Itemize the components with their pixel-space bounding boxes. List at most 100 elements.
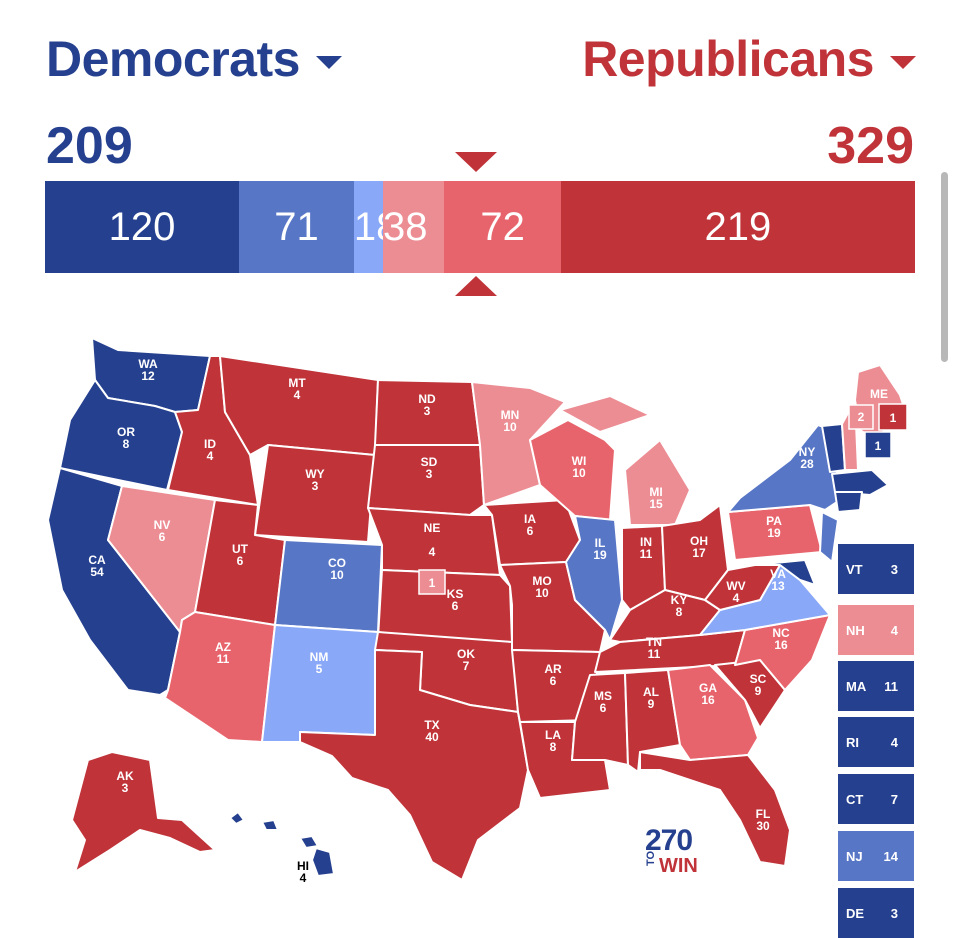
scrollbar[interactable] [941,172,948,362]
label-VA-ev: 13 [771,579,785,593]
state-GA[interactable] [667,664,759,761]
logo-win: WIN [659,855,698,877]
republicans-label: Republicans [582,31,874,87]
label-WY-ev: 3 [312,479,319,493]
label-HI-ev: 4 [300,871,307,885]
midpoint-marker-top [455,152,497,172]
democrats-dropdown[interactable]: Democrats [46,30,342,88]
state-NJ[interactable] [819,511,839,563]
state-MT[interactable] [219,355,379,456]
label-ME1-ev: 1 [890,411,897,425]
bar-segment-safe-rep[interactable]: 219 [560,181,915,273]
state-HI[interactable] [229,811,335,877]
label-MN-abbr: MN [501,408,520,422]
label-TX-abbr: TX [424,718,439,732]
label-IL-ev: 19 [593,548,607,562]
bar-segment-likely-dem[interactable]: 71 [239,181,354,273]
label-NE-abbr: NE [424,521,441,535]
state-MD[interactable] [754,559,816,586]
small-state-de[interactable]: DE 3 [838,888,914,938]
state-AK[interactable] [71,751,216,873]
bar-segment-lean-dem[interactable]: 18 [353,181,383,273]
label-IA-abbr: IA [524,512,536,526]
small-state-vt[interactable]: VT 3 [838,544,914,594]
bar-segment-safe-dem[interactable]: 120 [45,181,240,273]
label-ND-abbr: ND [418,392,436,406]
label-ME-abbr: ME [870,387,888,401]
label-GA-ev: 16 [701,693,715,707]
small-state-abbr: NJ [846,848,863,864]
district-box-ne2[interactable] [418,569,446,595]
label-OH-ev: 17 [692,546,706,560]
label-ME2-ev: 1 [875,439,882,453]
label-MT-ev: 4 [294,388,301,402]
label-SD-abbr: SD [421,455,438,469]
small-state-ri[interactable]: RI 4 [838,717,914,767]
label-NC-abbr: NC [772,626,790,640]
midpoint-marker-bottom [455,276,497,296]
label-IL-abbr: IL [595,536,606,550]
label-WA-ev: 12 [141,369,155,383]
label-MI-abbr: MI [649,485,662,499]
label-AR-abbr: AR [544,662,562,676]
small-state-ct[interactable]: CT 7 [838,774,914,824]
republicans-total: 329 [827,117,914,175]
label-WV-ev: 4 [733,591,740,605]
state-NM[interactable] [261,624,379,743]
label-NV-ev: 6 [159,530,166,544]
state-NE[interactable] [367,507,501,576]
label-AL-ev: 9 [648,697,655,711]
label-NE2-ev: 1 [429,576,436,590]
state-SD[interactable] [367,444,485,516]
label-MN-ev: 10 [503,420,517,434]
republicans-dropdown[interactable]: Republicans [582,30,916,88]
label-PA-abbr: PA [766,514,782,528]
state-CT[interactable] [834,491,863,513]
bar-segment-likely-rep[interactable]: 72 [444,181,561,273]
label-VA-abbr: VA [770,567,786,581]
democrats-label: Democrats [46,31,300,87]
small-state-nh[interactable]: NH 4 [838,605,914,655]
small-state-abbr: CT [846,791,864,807]
label-GA-abbr: GA [699,681,717,695]
label-AZ-ev: 11 [217,652,230,666]
small-state-nj[interactable]: NJ 14 [838,831,914,881]
state-AZ[interactable] [164,611,276,743]
bar-segment-lean-rep[interactable]: 38 [382,181,445,273]
label-OK-abbr: OK [457,647,475,661]
label-AZ-abbr: AZ [215,640,231,654]
state-WI[interactable] [529,419,616,521]
state-MA[interactable] [831,469,889,496]
label-NE-ev: 4 [429,545,436,559]
label-LA-abbr: LA [545,728,561,742]
label-AR-ev: 6 [550,674,557,688]
state-TX[interactable] [299,649,529,881]
label-MS-ev: 6 [600,701,607,715]
label-OK-ev: 7 [463,659,470,673]
small-state-abbr: RI [846,734,859,750]
label-MI-ev: 15 [649,497,663,511]
label-MO-ev: 10 [535,586,549,600]
district-box-me1[interactable] [848,404,874,430]
label-LA-ev: 8 [550,740,557,754]
state-FL[interactable] [639,751,791,867]
label-IA-ev: 6 [527,524,534,538]
logo-to: TO [645,850,657,866]
state-MI[interactable] [559,395,691,526]
label-PA-ev: 19 [767,526,781,540]
label-NV-abbr: NV [154,518,171,532]
label-AK-abbr: AK [116,769,134,783]
label-KY-ev: 8 [676,605,683,619]
state-CO[interactable] [274,539,383,633]
district-box-me-cd1[interactable] [878,403,908,431]
small-state-ev: 14 [883,848,898,864]
district-box-me-cd2[interactable] [864,431,892,459]
label-SD-ev: 3 [426,467,433,481]
label-UT-ev: 6 [237,554,244,568]
label-WV-abbr: WV [726,579,745,593]
state-IL[interactable] [565,515,623,641]
label-CO-ev: 10 [330,568,344,582]
small-state-ma[interactable]: MA 11 [838,661,914,711]
state-WY[interactable] [254,444,376,543]
